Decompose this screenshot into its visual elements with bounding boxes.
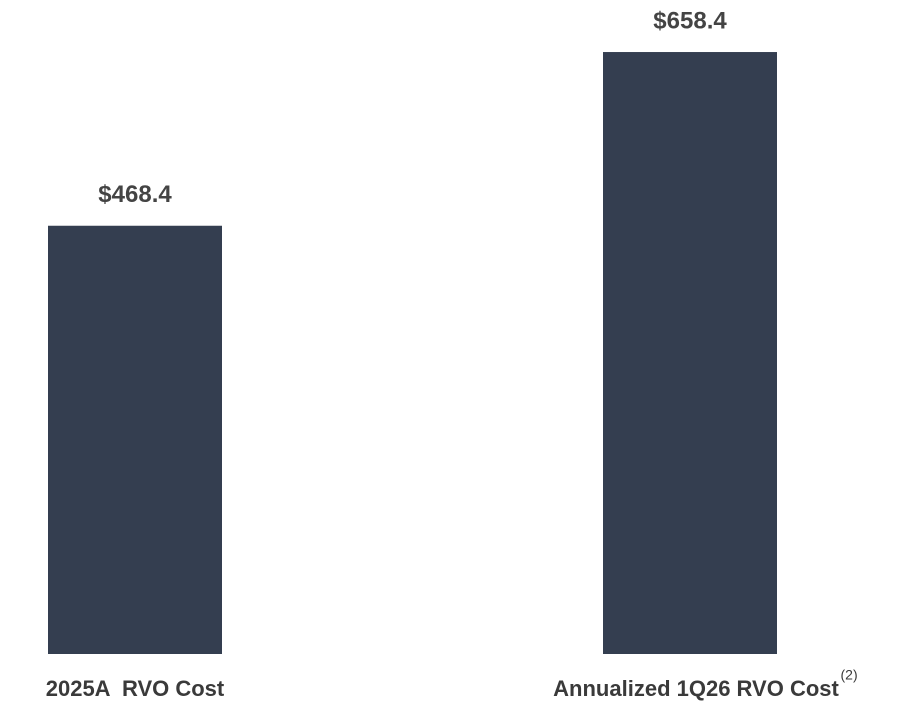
x-tick-label: 2025A RVO Cost xyxy=(46,676,225,701)
value-label: $468.4 xyxy=(98,181,172,208)
footnote-marker: (2) xyxy=(841,667,858,683)
x-tick-label: Annualized 1Q26 RVO Cost xyxy=(553,676,839,701)
bar xyxy=(48,225,222,654)
value-label: $658.4 xyxy=(653,7,727,34)
bar xyxy=(603,52,777,654)
